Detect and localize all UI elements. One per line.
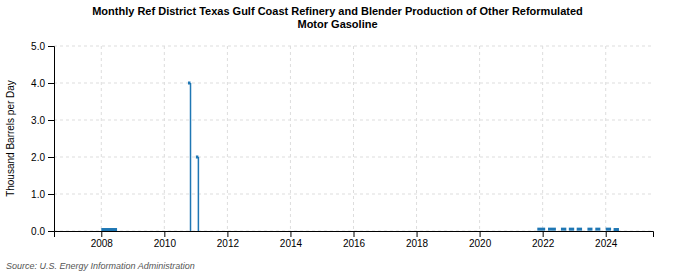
segment (614, 228, 619, 231)
tick-label: 2024 (595, 238, 618, 249)
tick-mark (417, 231, 418, 237)
tick: 0.0 (31, 226, 54, 237)
tick-mark (48, 83, 54, 84)
grid-line (479, 46, 480, 231)
tick-mark (606, 231, 607, 237)
y-axis: 0.0 1.0 2.0 3.0 4.0 5.0 (31, 41, 54, 237)
title: Monthly Ref District Texas Gulf Coast Re… (92, 5, 583, 30)
grid-line (54, 194, 653, 195)
tick-label: 2020 (469, 238, 492, 249)
tick-mark (354, 231, 355, 237)
grid-line (164, 46, 165, 231)
axis-line (55, 232, 654, 238)
segment (587, 228, 592, 231)
tick-mark (48, 194, 54, 195)
grid (54, 46, 653, 231)
segment (595, 228, 600, 231)
tick-mark (101, 231, 102, 237)
grid-line (605, 46, 606, 231)
tick: 2022 (532, 231, 555, 249)
tick-mark (543, 231, 544, 237)
tick-mark (227, 231, 228, 237)
tick-mark (164, 231, 165, 237)
tick: 2012 (217, 231, 240, 249)
tick-label: 2.0 (31, 152, 45, 163)
grid-line (353, 46, 354, 231)
spike (198, 157, 200, 231)
tick: 2010 (154, 231, 177, 249)
tick: 2018 (406, 231, 429, 249)
tick-mark (480, 231, 481, 237)
grid-line (542, 46, 543, 231)
spike (190, 83, 192, 231)
tick-label: 2022 (532, 238, 555, 249)
chart: Monthly Ref District Texas Gulf Coast Re… (0, 0, 675, 275)
y-axis-title: Thousand Barrels per Day (5, 80, 16, 197)
tick-label: 2008 (91, 238, 114, 249)
tick-label: 2014 (280, 238, 303, 249)
tick-label: 1.0 (31, 189, 45, 200)
marks (101, 82, 619, 232)
x-axis: 2008 2010 2012 2014 2016 2018 2020 2022 2024 (55, 231, 654, 249)
source: Source: U.S. Energy Information Administ… (6, 261, 195, 271)
tick-label: 2018 (406, 238, 429, 249)
tick-mark (48, 46, 54, 47)
tick-label: 2012 (217, 238, 240, 249)
tick-label: 5.0 (31, 41, 45, 52)
grid-line (227, 46, 228, 231)
tick-label: 2010 (154, 238, 177, 249)
tick: 2.0 (31, 152, 54, 163)
tick: 3.0 (31, 115, 54, 126)
grid-line (290, 46, 291, 231)
segment (537, 228, 545, 231)
segment (569, 228, 574, 231)
plot: 2008 2010 2012 2014 2016 2018 2020 2022 2024 0.0 1… (31, 41, 653, 249)
segment (101, 228, 117, 231)
tick: 1.0 (31, 189, 54, 200)
tick: 5.0 (31, 41, 54, 52)
segment (561, 228, 566, 231)
tick-label: 2016 (343, 238, 366, 249)
tick-label: 3.0 (31, 115, 45, 126)
tick: 2014 (280, 231, 303, 249)
tick-mark (48, 157, 54, 158)
tick: 2016 (343, 231, 366, 249)
tick: 2008 (91, 231, 114, 249)
tick-label: 4.0 (31, 78, 45, 89)
grid-line (416, 46, 417, 231)
segment (548, 228, 556, 231)
tick-mark (290, 231, 291, 237)
grid-line (101, 46, 102, 231)
segment (606, 228, 611, 231)
segment (577, 228, 582, 231)
tick: 2024 (595, 231, 618, 249)
tick: 4.0 (31, 78, 54, 89)
tick-mark (48, 231, 54, 232)
tick-mark (48, 120, 54, 121)
tick-label: 0.0 (31, 226, 45, 237)
tick: 2020 (469, 231, 492, 249)
axis-line (48, 47, 55, 232)
